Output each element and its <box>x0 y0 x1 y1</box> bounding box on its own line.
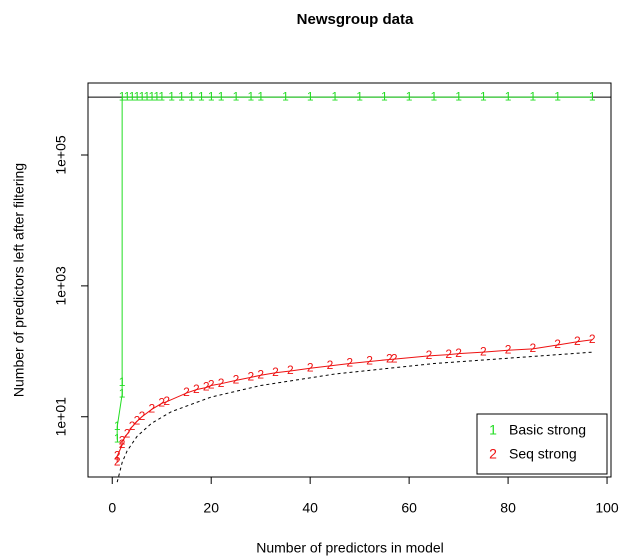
point-marker: 2 <box>119 434 126 448</box>
point-marker: 1 <box>129 89 136 103</box>
point-marker: 1 <box>114 419 121 433</box>
point-marker: 2 <box>183 385 190 399</box>
x-tick-label: 80 <box>500 500 516 516</box>
point-marker: 1 <box>119 89 126 103</box>
chart-title: Newsgroup data <box>297 11 414 28</box>
point-marker: 1 <box>589 89 596 103</box>
point-marker: 2 <box>574 334 581 348</box>
point-marker: 2 <box>114 448 121 462</box>
point-marker: 2 <box>203 380 210 394</box>
series-line <box>116 96 593 440</box>
point-marker: 1 <box>153 89 160 103</box>
y-axis-label: Number of predictors left after filterin… <box>11 163 27 397</box>
point-marker: 2 <box>287 363 294 377</box>
point-marker: 1 <box>208 89 215 103</box>
point-marker: 2 <box>129 419 136 433</box>
point-marker: 2 <box>233 373 240 387</box>
point-marker: 1 <box>431 89 438 103</box>
point-marker: 2 <box>327 358 334 372</box>
point-marker: 1 <box>233 89 240 103</box>
legend-box <box>476 413 608 475</box>
point-marker: 2 <box>307 360 314 374</box>
point-marker: 1 <box>178 89 185 103</box>
x-tick-label: 20 <box>203 500 219 516</box>
point-marker: 2 <box>272 365 279 379</box>
y-tick-label: 1e+03 <box>53 266 69 306</box>
point-marker: 2 <box>193 382 200 396</box>
point-marker: 2 <box>529 341 536 355</box>
point-marker: 2 <box>148 401 155 415</box>
point-marker: 1 <box>168 89 175 103</box>
reference-line <box>116 351 593 483</box>
point-marker: 1 <box>505 89 512 103</box>
point-marker: 2 <box>124 426 131 440</box>
point-marker: 2 <box>119 437 126 451</box>
point-marker: 1 <box>119 387 126 401</box>
point-marker: 2 <box>158 396 165 410</box>
point-marker: 1 <box>480 89 487 103</box>
point-marker: 1 <box>455 89 462 103</box>
point-marker: 1 <box>282 89 289 103</box>
point-marker: 1 <box>356 89 363 103</box>
point-marker: 2 <box>589 332 596 346</box>
point-marker: 1 <box>247 89 254 103</box>
y-tick-label: 1e+01 <box>53 397 69 437</box>
point-marker: 1 <box>124 89 131 103</box>
point-marker: 2 <box>247 370 254 384</box>
point-marker: 2 <box>257 367 264 381</box>
point-marker: 2 <box>426 348 433 362</box>
plot-frame <box>87 82 612 478</box>
legend-marker: 2 <box>489 446 497 462</box>
point-marker: 1 <box>381 89 388 103</box>
x-tick-label: 40 <box>302 500 318 516</box>
point-marker: 1 <box>332 89 339 103</box>
point-marker: 2 <box>455 346 462 360</box>
point-marker: 1 <box>158 89 165 103</box>
point-marker: 2 <box>505 342 512 356</box>
point-marker: 1 <box>119 375 126 389</box>
series-line <box>116 339 593 463</box>
legend-label: Seq strong <box>509 446 577 462</box>
point-marker: 1 <box>144 89 151 103</box>
point-marker: 1 <box>257 89 264 103</box>
point-marker: 1 <box>198 89 205 103</box>
point-marker: 1 <box>307 89 314 103</box>
point-marker: 2 <box>134 414 141 428</box>
point-marker: 2 <box>366 354 373 368</box>
point-marker: 1 <box>218 89 225 103</box>
point-marker: 2 <box>391 351 398 365</box>
point-marker: 1 <box>554 89 561 103</box>
x-tick-label: 60 <box>401 500 417 516</box>
point-marker: 2 <box>554 337 561 351</box>
legend-label: Basic strong <box>509 422 586 438</box>
point-marker: 2 <box>163 394 170 408</box>
y-tick-label: 1e+05 <box>53 135 69 175</box>
x-tick-label: 0 <box>108 500 116 516</box>
point-marker: 1 <box>139 89 146 103</box>
x-axis-label: Number of predictors in model <box>256 540 444 556</box>
point-marker: 2 <box>346 356 353 370</box>
point-marker: 2 <box>386 352 393 366</box>
point-marker: 2 <box>139 409 146 423</box>
point-marker: 1 <box>134 89 141 103</box>
point-marker: 2 <box>480 344 487 358</box>
x-tick-label: 100 <box>595 500 619 516</box>
point-marker: 2 <box>218 376 225 390</box>
point-marker: 1 <box>148 89 155 103</box>
point-marker: 1 <box>114 432 121 446</box>
point-marker: 1 <box>529 89 536 103</box>
point-marker: 1 <box>406 89 413 103</box>
point-marker: 2 <box>114 455 121 469</box>
point-marker: 1 <box>188 89 195 103</box>
legend-marker: 1 <box>489 422 497 438</box>
point-marker: 2 <box>208 378 215 392</box>
point-marker: 2 <box>445 347 452 361</box>
